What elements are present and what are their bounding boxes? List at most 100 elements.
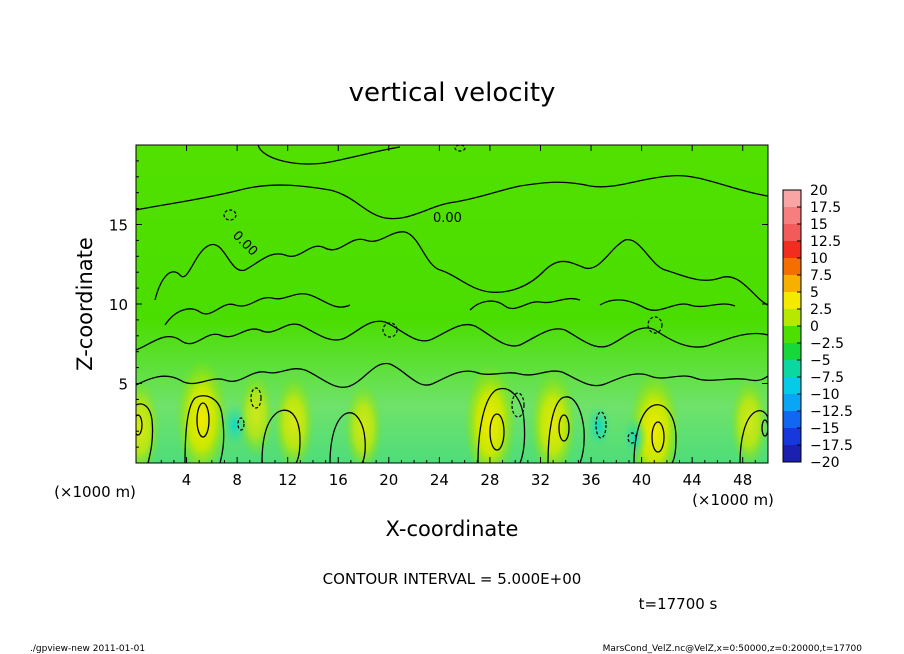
contour-label-2: 0.00 [433, 211, 462, 226]
colorbar-segment [783, 394, 801, 412]
x-tick-label: 48 [733, 471, 752, 489]
colorbar-segment [783, 343, 801, 361]
x-axis-ticks: 4 8 12 16 20 24 28 32 36 40 44 48 [148, 145, 756, 489]
colorbar-tick-label: 2.5 [810, 302, 832, 318]
y-tick-label: 10 [109, 296, 128, 314]
contour-mid-band-inner [164, 293, 736, 326]
contour-core-41 [651, 421, 665, 453]
colorbar-segment [783, 326, 801, 344]
y-axis-label: Z-coordinate [73, 237, 97, 371]
contour-plume-outline-18 [329, 412, 366, 463]
contour-core-28 [489, 413, 505, 451]
y-tick-label: 15 [109, 217, 128, 235]
colorbar-segment [783, 377, 801, 395]
contour-plume-outline-5 [184, 395, 225, 463]
time-label: t=17700 s [639, 595, 718, 613]
x-tick-label: 20 [379, 471, 398, 489]
updraft-plume-4 [344, 383, 383, 463]
contour-plume-outline-33 [547, 396, 585, 463]
colorbar-segment [783, 445, 801, 463]
footer-left-note: ./gpview-new 2011-01-01 [30, 644, 145, 654]
colorbar: 2017.51512.5107.552.50−2.5−5−7.5−10−12.5… [783, 183, 853, 471]
contour-dashed-lines [223, 145, 663, 444]
x-axis-label: X-coordinate [386, 517, 519, 541]
colorbar-tick-label: 5 [810, 285, 819, 301]
x-tick-label: 28 [480, 471, 499, 489]
colorbar-tick-label: −7.5 [810, 370, 844, 386]
contour-down-blob-1 [250, 387, 262, 409]
x-tick-label: 8 [232, 471, 242, 489]
contour-mid-band-upper [154, 231, 768, 306]
colorbar-tick-label: −10 [810, 387, 840, 403]
colorbar-segment [783, 309, 801, 327]
contour-core-48 [761, 419, 768, 437]
field-layer [136, 358, 768, 463]
colorbar-segment [783, 360, 801, 378]
chart-title: vertical velocity [349, 78, 556, 108]
contour-plume-outline-0 [136, 403, 154, 463]
plot-area: 0.00 0.00 [136, 145, 768, 463]
colorbar-tick-label: −20 [810, 455, 840, 471]
updraft-plume-5 [463, 363, 516, 463]
x-tick-label: 40 [632, 471, 651, 489]
colorbar-segment [783, 224, 801, 242]
contour-plume-outline-28 [477, 388, 526, 463]
updraft-plume-8 [730, 378, 768, 463]
downdraft-cell-1 [222, 402, 247, 447]
contour-interval-label: CONTOUR INTERVAL = 5.000E+00 [323, 570, 582, 588]
colorbar-tick-label: 0 [810, 319, 819, 335]
contour-lines [136, 145, 768, 463]
x-tick-label: 36 [581, 471, 600, 489]
colorbar-segment [783, 207, 801, 225]
contour-down-36 [595, 411, 607, 439]
contour-down-39 [627, 432, 637, 444]
colorbar-segment [783, 411, 801, 429]
contour-down-blob-2 [511, 392, 525, 418]
colorbar-tick-label: 15 [810, 217, 828, 233]
contour-core-5 [196, 402, 210, 438]
contour-down-8 [237, 417, 245, 431]
x-tick-label: 4 [182, 471, 192, 489]
colorbar-segment [783, 258, 801, 276]
contour-plume-outline-41 [633, 404, 677, 463]
colorbar-segment [783, 428, 801, 446]
updraft-plume-1 [175, 358, 228, 463]
colorbar-segment [783, 190, 801, 208]
y-tick-label: 5 [118, 376, 128, 394]
contour-top-line [257, 145, 401, 165]
contour-low-band [136, 362, 768, 388]
colorbar-tick-label: −17.5 [810, 438, 853, 454]
downdraft-cell-0 [586, 404, 611, 449]
updraft-plume-0 [136, 380, 161, 463]
colorbar-segment [783, 292, 801, 310]
contour-mid-band-lower [136, 320, 768, 351]
colorbar-tick-label: 20 [810, 183, 828, 199]
contour-plume-outline-48 [739, 410, 768, 463]
colorbar-tick-label: −5 [810, 353, 831, 369]
contour-down-blob-3 [647, 316, 663, 334]
downdraft-cell-2 [623, 415, 648, 460]
contour-down-blob-5 [223, 209, 237, 221]
colorbar-tick-label: 12.5 [810, 234, 841, 250]
colorbar-frame [782, 189, 802, 463]
colorbar-segment [783, 241, 801, 259]
contour-core-33 [558, 414, 570, 442]
x-tick-label: 12 [278, 471, 297, 489]
colorbar-tick-label: −15 [810, 421, 840, 437]
x-tick-label: 44 [683, 471, 702, 489]
colorbar-tick-label: −12.5 [810, 404, 853, 420]
colorbar-tick-label: 10 [810, 251, 828, 267]
contour-upper-zero-line [136, 175, 768, 220]
contour-down-blob-4 [382, 322, 398, 338]
x-tick-label: 32 [531, 471, 550, 489]
y-unit-label: (×1000 m) [54, 483, 136, 501]
x-tick-label: 16 [329, 471, 348, 489]
x-unit-label: (×1000 m) [692, 491, 774, 509]
footer-right-note: MarsCond_VelZ.nc@VelZ,x=0:50000,z=0:2000… [603, 644, 863, 654]
contour-plume-outline-12 [261, 409, 301, 463]
x-tick-label: 24 [430, 471, 449, 489]
colorbar-segment [783, 275, 801, 293]
y-axis-ticks: 5 10 15 [109, 160, 768, 448]
colorbar-tick-label: 17.5 [810, 200, 841, 216]
